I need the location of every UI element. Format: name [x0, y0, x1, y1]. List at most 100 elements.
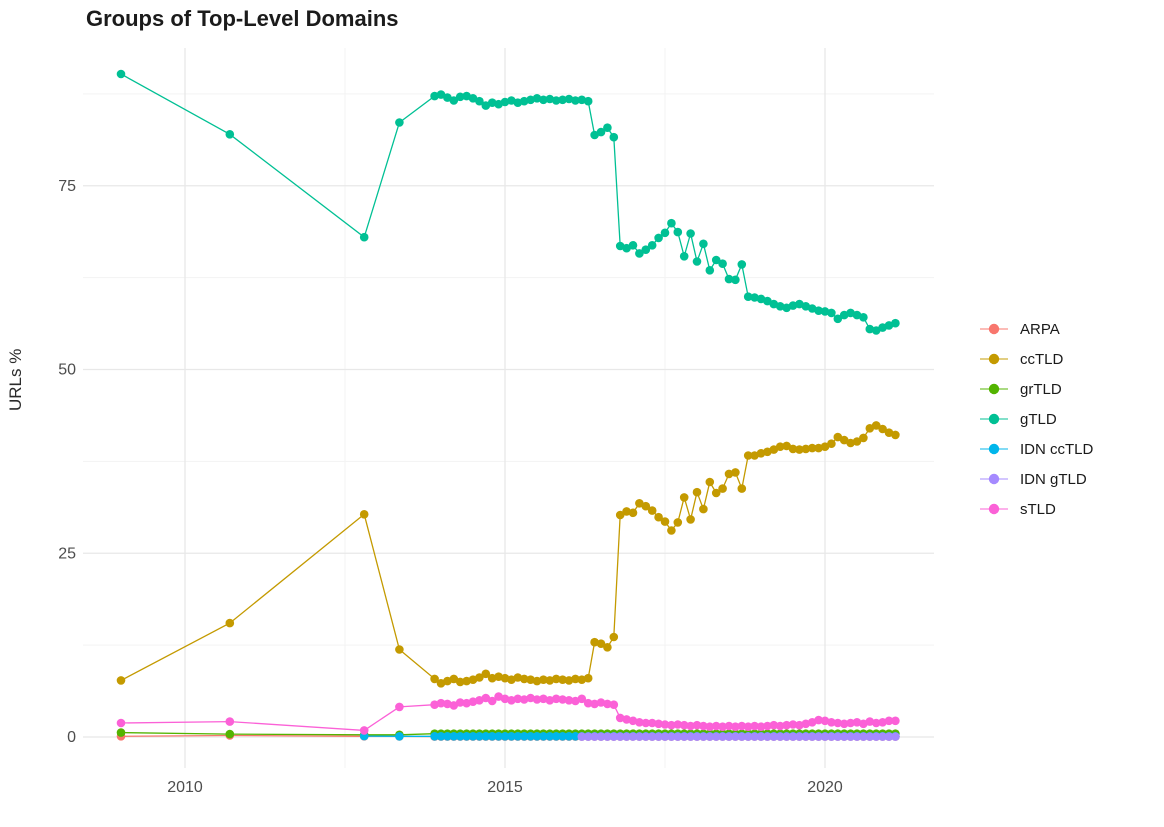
data-point — [481, 732, 491, 741]
data-point — [865, 324, 875, 334]
legend-label: IDN gTLD — [1020, 470, 1087, 488]
legend-label: ARPA — [1020, 320, 1060, 338]
legend-item-grTLD: grTLD — [978, 380, 1093, 398]
data-point — [724, 732, 734, 741]
data-point — [891, 732, 900, 741]
data-point — [449, 674, 459, 684]
data-point — [686, 229, 695, 238]
data-point — [686, 732, 695, 741]
data-point — [705, 477, 715, 487]
x-tick-label: 2010 — [167, 779, 203, 796]
data-point — [807, 443, 817, 453]
data-point — [609, 132, 619, 142]
data-point — [871, 326, 881, 335]
data-point — [865, 717, 875, 726]
data-point — [660, 720, 670, 729]
data-point — [116, 718, 126, 728]
data-point — [750, 732, 759, 741]
data-point — [718, 732, 727, 741]
data-point — [827, 439, 836, 449]
data-point — [865, 424, 875, 433]
data-point — [833, 314, 843, 324]
data-point — [571, 674, 580, 684]
legend-label: grTLD — [1020, 380, 1062, 398]
legend-item-IDN-gTLD: IDN gTLD — [978, 470, 1093, 488]
data-point — [654, 512, 663, 522]
data-point — [711, 721, 721, 731]
data-point — [891, 716, 900, 726]
data-point — [743, 732, 753, 741]
data-point — [487, 732, 497, 741]
data-point — [788, 444, 798, 454]
data-point — [731, 732, 740, 741]
data-point — [827, 308, 836, 318]
data-point — [468, 94, 478, 103]
data-point — [891, 430, 900, 440]
data-point — [513, 673, 523, 682]
data-point — [846, 732, 855, 741]
data-point — [558, 675, 567, 684]
data-point — [775, 721, 785, 731]
series-IDN-gTLD — [577, 732, 900, 741]
data-point — [852, 437, 862, 446]
data-point — [750, 721, 759, 731]
data-point — [679, 720, 689, 730]
legend-label: gTLD — [1020, 410, 1057, 428]
data-point — [820, 732, 830, 741]
data-point — [225, 618, 235, 628]
data-point — [878, 732, 887, 741]
data-point — [641, 718, 651, 728]
data-point — [641, 732, 651, 741]
series-sTLD — [116, 692, 900, 735]
data-point — [705, 732, 715, 741]
legend-key-icon — [980, 413, 1008, 425]
data-point — [833, 718, 843, 728]
data-point — [395, 732, 404, 741]
data-point — [782, 441, 791, 451]
data-point — [871, 718, 881, 728]
data-point — [654, 732, 663, 741]
data-point — [564, 732, 574, 741]
data-point — [743, 292, 753, 302]
data-point — [718, 259, 727, 269]
data-point — [558, 732, 567, 741]
data-point — [859, 313, 868, 322]
data-point — [795, 732, 804, 741]
x-tick-label: 2020 — [807, 779, 843, 796]
data-point — [513, 732, 523, 741]
data-point — [660, 517, 670, 526]
data-point — [519, 732, 529, 741]
data-point — [686, 721, 695, 731]
data-point — [775, 442, 785, 452]
data-point — [526, 675, 535, 684]
data-point — [814, 443, 823, 453]
data-point — [468, 732, 478, 741]
data-point — [571, 732, 580, 741]
legend-key-icon — [980, 383, 1008, 395]
data-point — [481, 669, 491, 679]
data-point — [635, 732, 644, 741]
data-point — [455, 698, 465, 707]
data-point — [641, 245, 651, 254]
legend-label: sTLD — [1020, 500, 1056, 518]
data-point — [884, 716, 894, 726]
tick-labels: 2010 2015 2020 0 25 50 75 — [58, 178, 843, 796]
data-point — [622, 243, 631, 253]
data-point — [628, 732, 638, 741]
data-point — [814, 306, 823, 316]
data-point — [737, 721, 747, 731]
data-point — [641, 501, 651, 511]
data-point — [871, 732, 881, 741]
data-point — [590, 699, 599, 709]
data-point — [667, 720, 676, 730]
data-point — [395, 702, 404, 712]
data-point — [449, 701, 459, 710]
data-point — [225, 729, 235, 739]
data-point — [673, 518, 683, 527]
data-point — [539, 95, 548, 105]
data-point — [395, 645, 404, 654]
data-point — [647, 241, 657, 250]
data-point — [814, 732, 823, 741]
data-point — [430, 732, 439, 741]
